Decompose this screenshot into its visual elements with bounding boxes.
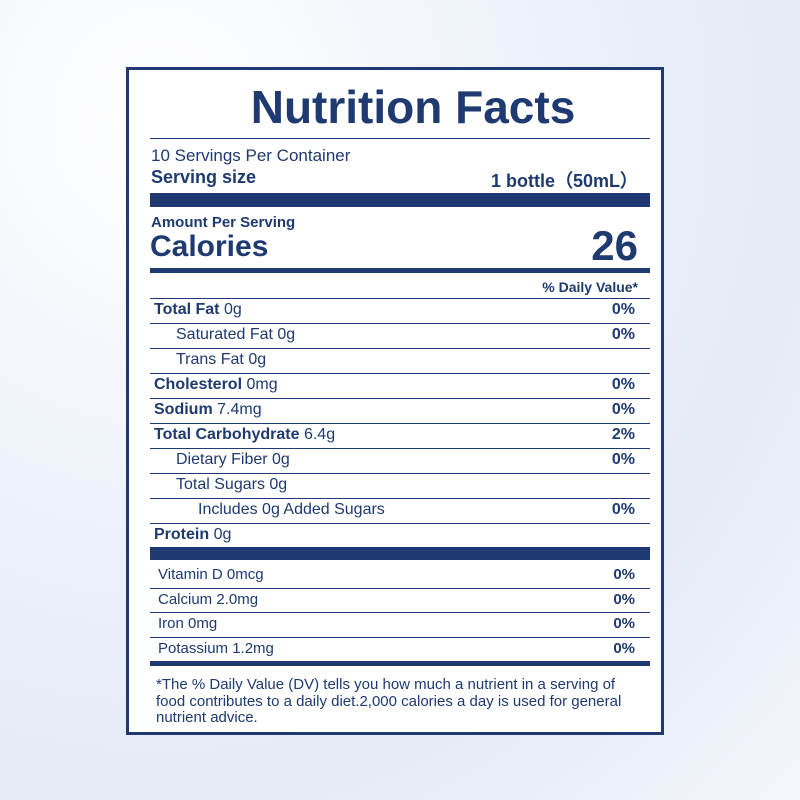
divider bbox=[150, 523, 650, 524]
nutrient-row: Protein 0g bbox=[150, 522, 635, 547]
nutrient-label: Total Carbohydrate 6.4g bbox=[154, 422, 335, 447]
divider bbox=[150, 138, 650, 139]
divider bbox=[150, 348, 650, 349]
serving-size-label: Serving size bbox=[151, 167, 257, 187]
nutrient-label: Sodium 7.4mg bbox=[154, 397, 262, 422]
divider bbox=[150, 661, 650, 666]
nutrient-row: Sodium 7.4mg 0% bbox=[150, 397, 635, 422]
nutrient-dv: 0% bbox=[611, 301, 635, 318]
vitamin-amount: 1.2mg bbox=[232, 639, 274, 657]
divider bbox=[150, 587, 650, 589]
nutrient-name: Total Fat bbox=[154, 301, 220, 318]
nutrient-label: Includes 0g Added Sugars bbox=[198, 497, 385, 522]
nutrient-label: Dietary Fiber 0g bbox=[176, 447, 290, 472]
nutrient-row: Total Sugars 0g bbox=[150, 472, 635, 497]
divider bbox=[150, 547, 650, 560]
vitamin-name: Vitamin D bbox=[158, 566, 223, 583]
nutrient-row: Cholesterol 0mg 0% bbox=[150, 372, 635, 397]
divider bbox=[150, 473, 650, 474]
nutrient-name: Cholesterol bbox=[154, 376, 243, 393]
vitamin-amount: 0mcg bbox=[226, 566, 264, 583]
nutrient-row: Trans Fat 0g bbox=[150, 347, 635, 372]
nutrient-dv: 0% bbox=[611, 326, 635, 343]
nutrient-row: Includes 0g Added Sugars 0% bbox=[150, 497, 635, 522]
vitamin-label: Calcium 2.0mg bbox=[158, 591, 258, 608]
nutrient-amount: 0g bbox=[269, 476, 288, 493]
nutrient-label: Cholesterol 0mg bbox=[154, 372, 278, 397]
nutrient-dv: 2% bbox=[611, 426, 635, 443]
serving-size-value: 1 bottle（50mL） bbox=[490, 171, 638, 191]
nutrient-name: Trans Fat bbox=[176, 351, 244, 368]
vitamin-name: Calcium bbox=[158, 590, 213, 608]
divider bbox=[150, 268, 650, 273]
nutrient-label: Total Sugars 0g bbox=[176, 472, 287, 497]
calories-value: 26 bbox=[591, 222, 638, 269]
vitamin-dv: 0% bbox=[613, 590, 635, 608]
divider bbox=[150, 423, 650, 424]
dv-header: % Daily Value* bbox=[542, 279, 638, 295]
nutrient-name: Dietary Fiber bbox=[176, 451, 268, 468]
title: Nutrition Facts bbox=[250, 81, 576, 133]
vitamin-row: Potassium 1.2mg 0% bbox=[158, 637, 635, 661]
nutrient-amount: 0g bbox=[272, 451, 290, 468]
divider bbox=[150, 373, 650, 374]
label-frame bbox=[126, 67, 664, 735]
divider bbox=[150, 398, 650, 399]
nutrient-dv: 0% bbox=[611, 501, 635, 518]
nutrient-amount: 0g bbox=[248, 351, 267, 368]
nutrient-name: Saturated Fat bbox=[176, 326, 273, 343]
nutrient-amount: 7.4mg bbox=[217, 401, 262, 418]
divider bbox=[150, 612, 650, 613]
vitamin-name: Iron bbox=[158, 615, 184, 632]
nutrient-name: Sodium bbox=[154, 401, 213, 418]
calories-label: Calories bbox=[150, 230, 269, 263]
nutrient-amount: 0g bbox=[277, 326, 296, 343]
nutrient-amount: 0g bbox=[223, 301, 242, 318]
vitamin-amount: 0mg bbox=[188, 615, 218, 632]
nutrient-row: Saturated Fat 0g 0% bbox=[150, 322, 635, 347]
divider bbox=[150, 636, 650, 638]
nutrient-label: Saturated Fat 0g bbox=[176, 322, 295, 347]
divider bbox=[150, 298, 650, 299]
vitamin-row: Calcium 2.0mg 0% bbox=[158, 588, 635, 612]
divider bbox=[150, 193, 650, 207]
nutrient-amount: 6.4g bbox=[303, 426, 336, 443]
vitamin-label: Vitamin D 0mcg bbox=[158, 566, 264, 583]
nutrient-name: Protein bbox=[154, 526, 210, 543]
divider bbox=[150, 448, 650, 449]
nutrient-row: Dietary Fiber 0g 0% bbox=[150, 447, 635, 472]
servings: 10 Servings Per Container bbox=[151, 146, 351, 165]
nutrient-label: Trans Fat 0g bbox=[176, 347, 266, 372]
vitamin-name: Potassium bbox=[158, 639, 229, 657]
nutrient-dv: 0% bbox=[611, 451, 635, 468]
nutrient-name: Total Carbohydrate bbox=[154, 426, 300, 443]
vitamin-dv: 0% bbox=[613, 566, 635, 583]
divider bbox=[150, 498, 650, 499]
nutrient-label: Total Fat 0g bbox=[154, 297, 242, 322]
nutrient-amount: 0mg bbox=[246, 376, 278, 393]
vitamin-amount: 2.0mg bbox=[216, 590, 259, 608]
vitamin-row: Iron 0mg 0% bbox=[158, 612, 635, 636]
vitamin-dv: 0% bbox=[613, 615, 635, 632]
amount-per-serving: Amount Per Serving bbox=[151, 214, 296, 231]
nutrient-amount: 0g bbox=[213, 526, 232, 543]
nutrient-name: Total Sugars bbox=[176, 476, 265, 493]
nutrient-row: Total Fat 0g 0% bbox=[150, 297, 635, 322]
nutrient-label: Protein 0g bbox=[154, 522, 231, 547]
vitamin-dv: 0% bbox=[613, 639, 635, 657]
vitamin-label: Potassium 1.2mg bbox=[158, 640, 274, 657]
vitamin-row: Vitamin D 0mcg 0% bbox=[158, 563, 635, 587]
nutrient-dv: 0% bbox=[611, 401, 635, 418]
nutrient-dv: 0% bbox=[611, 376, 635, 393]
divider bbox=[150, 323, 650, 324]
nutrient-name: Includes 0g Added Sugars bbox=[198, 501, 385, 518]
nutrient-row: Total Carbohydrate 6.4g 2% bbox=[150, 422, 635, 447]
footnote: *The % Daily Value (DV) tells you how mu… bbox=[156, 676, 622, 726]
vitamin-label: Iron 0mg bbox=[158, 615, 217, 632]
